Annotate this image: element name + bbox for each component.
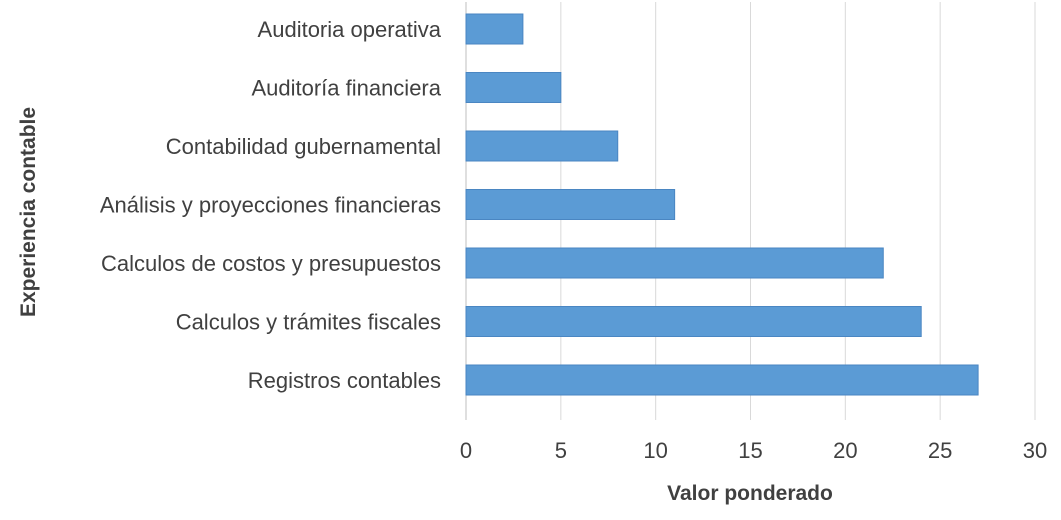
x-tick-label: 10 (643, 438, 667, 463)
bar (465, 72, 562, 103)
bar (465, 364, 979, 396)
bar (465, 247, 884, 279)
gridlines (465, 2, 1036, 420)
category-label: Calculos y trámites fiscales (176, 310, 441, 335)
x-tick-label: 30 (1023, 438, 1047, 463)
bar (465, 13, 524, 45)
x-tick-labels: 0 5 10 15 20 25 30 (460, 438, 1047, 463)
category-label: Contabilidad gubernamental (166, 134, 441, 159)
bars (465, 13, 979, 396)
x-tick-label: 0 (460, 438, 472, 463)
bar (465, 189, 676, 220)
category-labels: Auditoria operativa Auditoría financiera C… (100, 17, 442, 393)
category-label: Auditoria operativa (258, 17, 442, 42)
category-label: Análisis y proyecciones financieras (100, 193, 441, 218)
category-label: Calculos de costos y presupuestos (101, 251, 441, 276)
x-tick-label: 20 (833, 438, 857, 463)
x-tick-label: 5 (555, 438, 567, 463)
bar (465, 130, 619, 162)
bar (465, 306, 922, 337)
x-tick-label: 15 (738, 438, 762, 463)
x-axis-title: Valor ponderado (667, 482, 833, 505)
y-axis-title: Experiencia contable (17, 107, 40, 317)
category-label: Auditoría financiera (251, 76, 441, 101)
category-label: Registros contables (248, 368, 441, 393)
x-tick-label: 25 (928, 438, 952, 463)
